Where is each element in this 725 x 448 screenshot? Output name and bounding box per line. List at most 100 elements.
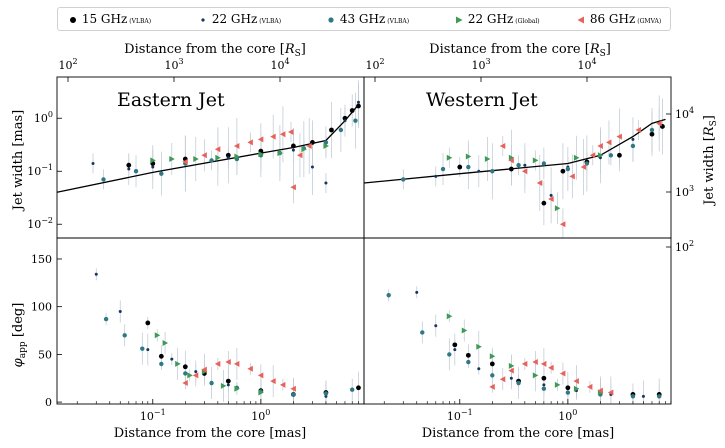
axes-frame-3 [363,237,672,405]
legend-label: 15 GHz [81,12,128,26]
x-tick-label: 10−1 [140,408,166,423]
data-point-22ghz-vlba [477,367,481,371]
data-point-15ghz [457,164,463,170]
data-point-22ghz-global [573,385,580,392]
data-point-86ghz [247,139,253,146]
data-point-22ghz-global [150,157,156,164]
data-point-86ghz [489,383,495,390]
data-point-43ghz [101,177,106,182]
data-point-43ghz [183,371,188,376]
data-point-86ghz [548,195,554,202]
top-tick-label: 102 [58,57,77,72]
data-point-22ghz-vlba [631,137,635,141]
data-point-86ghz [508,157,514,164]
data-point-86ghz [635,126,641,133]
data-point-15ghz [126,162,132,168]
data-point-22ghz-vlba [91,161,95,165]
data-point-86ghz [233,142,240,149]
x-label-left: Distance from the core [mas] [114,426,306,441]
y-tick-label: 10−2 [27,216,53,231]
data-point-86ghz [656,120,662,127]
legend-label: 86 GHz [589,12,636,26]
data-point-15ghz [225,378,231,384]
data-point-15ghz [560,168,566,174]
data-point-86ghz [214,360,221,367]
legend-marker-15ghz [70,16,76,23]
top-axis-label-right: Distance from the core [RS] [429,42,611,59]
data-point-22ghz-global [301,146,307,153]
legend-item-43ghz: 43 GHz (VLBA) [326,12,409,26]
data-point-86ghz [616,133,622,140]
legend-sub: (GMVA) [637,18,662,25]
data-point-43ghz [323,140,329,145]
fit-line [363,118,666,184]
data-point-43ghz [466,164,471,170]
data-point-15ghz [290,143,296,149]
legend-label: 43 GHz [339,12,386,26]
legend-sub: (VLBA) [259,18,282,25]
data-point-22ghz-vlba [118,309,122,313]
data-point-22ghz-vlba [94,272,98,276]
data-point-43ghz [103,316,109,322]
data-point-86ghz [279,381,286,388]
data-point-86ghz [279,131,286,138]
data-point-86ghz [270,133,276,140]
x-tick-label: 10−1 [447,408,473,423]
data-point-86ghz [589,152,596,159]
data-point-86ghz [548,364,554,371]
data-point-86ghz [573,378,579,385]
data-point-86ghz [201,366,207,373]
legend-item-22ghz-vlba: 22 GHz (VLBA) [198,12,281,26]
data-point-22ghz-vlba [324,394,328,398]
data-point-86ghz [182,380,188,387]
data-point-43ghz [516,163,521,168]
data-point-15ghz [465,352,471,358]
data-point-43ghz [630,143,636,149]
data-point-43ghz [516,380,521,386]
data-point-86ghz [559,221,566,228]
data-point-15ghz [541,375,547,381]
data-point-22ghz-vlba [291,148,295,152]
data-point-22ghz-vlba [549,193,553,197]
data-point-86ghz [521,360,528,367]
data-point-43ghz [386,293,391,298]
legend-sub: (VLBA) [387,18,410,25]
data-point-22ghz-vlba [356,100,360,104]
data-point-22ghz-global [554,381,561,388]
data-point-22ghz-vlba [477,169,481,173]
data-point-22ghz-global [532,372,539,379]
data-point-43ghz [541,386,547,391]
data-point-22ghz-vlba [523,163,527,167]
legend-marker-43ghz [328,16,334,23]
data-point-22ghz-global [258,151,264,158]
data-point-22ghz-global [573,154,580,161]
data-point-43ghz [490,169,495,174]
y2-tick-label: 103 [675,184,694,199]
data-point-43ghz [209,380,214,386]
data-point-43ghz [657,394,662,399]
data-point-22ghz-vlba [415,290,419,294]
data-point-86ghz [499,376,506,383]
data-point-22ghz-global [461,327,468,334]
data-point-22ghz-global [465,153,472,160]
top-tick-label: 104 [577,57,596,72]
legend-label: 22 GHz [211,12,258,26]
data-point-22ghz-global [234,385,240,392]
title-western-jet: Western Jet [426,89,538,111]
plot-layer [56,80,666,404]
data-point-86ghz [270,378,276,385]
x-tick-label: 100 [251,408,270,423]
data-point-43ghz [122,333,127,338]
y-tick-label-phi: 150 [31,253,52,266]
data-point-43ghz [565,166,571,172]
top-tick-label: 103 [471,57,490,72]
data-point-22ghz-global [446,313,453,320]
legend-marker-86ghz [577,16,584,23]
data-point-22ghz-vlba [194,370,198,374]
data-point-22ghz-global [532,157,539,164]
data-point-86ghz [306,142,312,149]
data-point-22ghz-vlba [641,394,645,398]
data-point-15ghz [489,361,495,367]
data-point-86ghz [521,168,528,175]
